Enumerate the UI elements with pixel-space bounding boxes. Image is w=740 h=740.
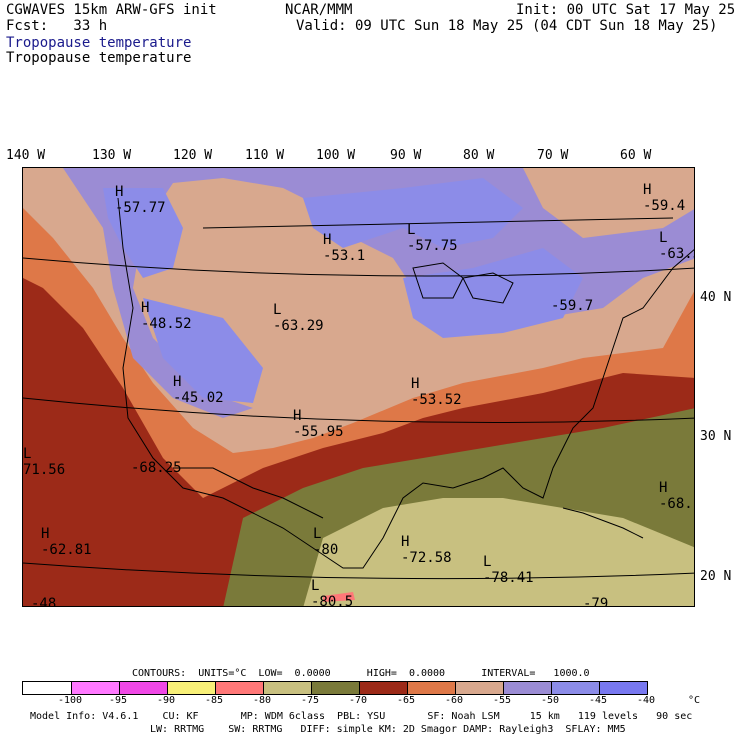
center-label: H -53.52 xyxy=(411,376,462,408)
center-name: NCAR/MMM xyxy=(285,2,353,18)
lat-label-40n: 40 N xyxy=(700,290,732,305)
center-label: L -63.29 xyxy=(273,302,324,334)
colorbar-tick-label: -65 xyxy=(396,695,416,706)
colorbar-segment xyxy=(71,682,119,694)
lon-label-90w: 90 W xyxy=(390,148,422,163)
colorbar xyxy=(22,681,648,695)
center-label: L -78.41 xyxy=(483,554,534,586)
lon-label-140w: 140 W xyxy=(6,148,46,163)
colorbar-unit: °C xyxy=(688,695,701,706)
valid-time: Valid: 09 UTC Sun 18 May 25 (04 CDT Sun … xyxy=(296,18,718,34)
colorbar-tick-label: -90 xyxy=(156,695,176,706)
center-label: L -80.5 xyxy=(311,578,354,607)
great-lakes-outline xyxy=(412,262,464,299)
tropopause-temperature-map xyxy=(23,168,694,606)
lon-label-60w: 60 W xyxy=(620,148,652,163)
colorbar-tick-label: -100 xyxy=(57,695,83,706)
colorbar-segment xyxy=(263,682,311,694)
great-lakes-outline-2 xyxy=(462,272,514,304)
colorbar-segment xyxy=(407,682,455,694)
shading-patch-blue-west xyxy=(143,298,263,403)
lon-label-100w: 100 W xyxy=(316,148,356,163)
colorbar-segment xyxy=(359,682,407,694)
map-panel: H-57.77 H-53.1 L-57.75 H-59.4 L-63.5 H-4… xyxy=(22,167,695,607)
model-info-line-2: LW: RRTMG SW: RRTMG DIFF: simple KM: 2D … xyxy=(150,724,626,735)
center-label: H -68. xyxy=(659,480,693,512)
center-label: H -62.81 xyxy=(41,526,92,558)
center-label: -59.7 xyxy=(551,298,594,314)
colorbar-segment xyxy=(551,682,599,694)
border-us-canada xyxy=(202,217,674,229)
center-label: -68.25 xyxy=(131,460,182,476)
border-us-mexico xyxy=(173,467,324,519)
center-label: L 71.56 xyxy=(23,446,66,478)
colorbar-tick-label: -80 xyxy=(252,695,272,706)
init-time: Init: 00 UTC Sat 17 May 25 xyxy=(516,2,736,18)
colorbar-segment xyxy=(455,682,503,694)
center-label: -79 xyxy=(583,596,609,607)
colorbar-segment xyxy=(119,682,167,694)
center-label: L-63.5 xyxy=(659,230,694,262)
shading-patch-pink xyxy=(323,592,355,602)
lon-label-130w: 130 W xyxy=(92,148,132,163)
colorbar-segment xyxy=(503,682,551,694)
center-label: H -48.52 xyxy=(141,300,192,332)
lon-label-110w: 110 W xyxy=(245,148,285,163)
center-label: L -80 xyxy=(313,526,339,558)
shading-patch-blue-north xyxy=(303,178,523,248)
colorbar-tick-label: -75 xyxy=(300,695,320,706)
forecast-hour: Fcst: 33 h xyxy=(6,18,108,34)
colorbar-tick-label: -60 xyxy=(444,695,464,706)
center-label: H -45.02 xyxy=(173,374,224,406)
colorbar-tick-label: -70 xyxy=(348,695,368,706)
center-label: H -72.58 xyxy=(401,534,452,566)
model-info-line-1: Model Info: V4.6.1 CU: KF MP: WDM 6class… xyxy=(30,711,693,722)
coastlines xyxy=(117,197,694,569)
colorbar-segment xyxy=(23,682,71,694)
shading-band-lavender xyxy=(63,168,694,418)
contour-field-label: Tropopause temperature xyxy=(6,50,192,66)
colorbar-segment xyxy=(167,682,215,694)
parallel-40n xyxy=(23,257,694,277)
colorbar-tick-label: -45 xyxy=(588,695,608,706)
colorbar-segment xyxy=(215,682,263,694)
lon-label-80w: 80 W xyxy=(463,148,495,163)
shading-band-light-olive xyxy=(303,498,694,606)
graticule xyxy=(23,257,694,580)
colorbar-tick-label: -50 xyxy=(540,695,560,706)
colorbar-segment xyxy=(599,682,647,694)
caribbean-coast xyxy=(562,507,644,539)
center-label: L -57.75 xyxy=(407,222,458,254)
coastline-main xyxy=(117,197,694,569)
lon-label-70w: 70 W xyxy=(537,148,569,163)
center-label: H -57.77 xyxy=(115,184,166,216)
colorbar-tick-label: -85 xyxy=(204,695,224,706)
center-label: -48 xyxy=(31,596,57,607)
lon-label-120w: 120 W xyxy=(173,148,213,163)
colorbar-segment xyxy=(311,682,359,694)
parallel-30n xyxy=(23,397,694,423)
center-label: H -59.4 xyxy=(643,182,686,214)
shading-patch-blue-nw xyxy=(103,188,183,278)
shading-patch-blue-lakes xyxy=(403,248,583,338)
contours-info: CONTOURS: UNITS=°C LOW= 0.0000 HIGH= 0.0… xyxy=(132,668,590,679)
colorbar-tick-label: -40 xyxy=(636,695,656,706)
colorbar-tick-label: -95 xyxy=(108,695,128,706)
lat-label-30n: 30 N xyxy=(700,429,732,444)
center-label: H -53.1 xyxy=(323,232,366,264)
lat-label-20n: 20 N xyxy=(700,569,732,584)
center-label: H -55.95 xyxy=(293,408,344,440)
shaded-field-label: Tropopause temperature xyxy=(6,35,192,51)
run-title: CGWAVES 15km ARW-GFS init xyxy=(6,2,217,18)
parallel-20n xyxy=(23,562,694,580)
colorbar-tick-label: -55 xyxy=(492,695,512,706)
